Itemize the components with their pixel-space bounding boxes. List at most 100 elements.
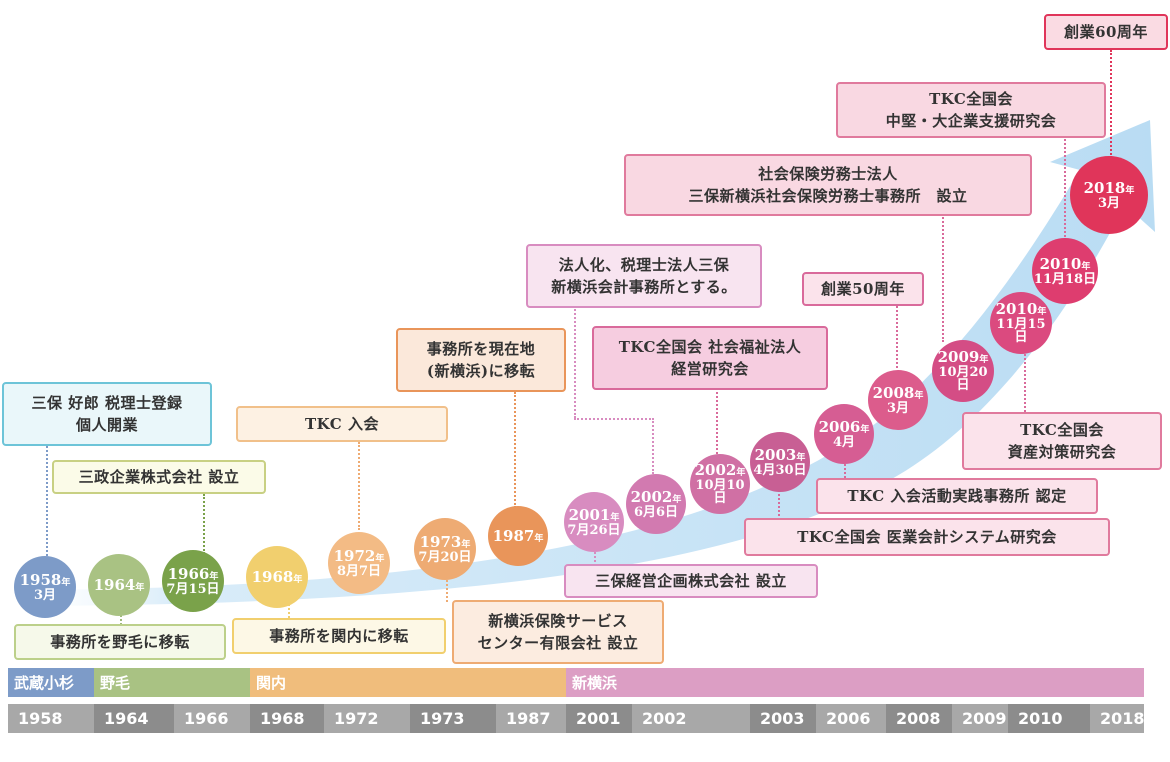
- year-suffix: 年: [860, 424, 870, 435]
- connector-1966: [203, 494, 205, 554]
- axis-year-2003: 2003: [750, 704, 816, 733]
- milestone-year: 2010: [995, 299, 1038, 318]
- connector-2018: [1110, 50, 1112, 158]
- milestone-date: 7月26日: [567, 522, 621, 538]
- milestone-year: 2002: [694, 460, 737, 479]
- year-suffix: 年: [461, 539, 471, 550]
- event-line: 中堅・大企業支援研究会: [885, 112, 1057, 130]
- event-line: 創業60周年: [1064, 22, 1148, 41]
- year-suffix: 年: [672, 494, 682, 505]
- milestone-year: 2003: [754, 445, 797, 464]
- axis-year-2002: 2002: [632, 704, 750, 733]
- year-suffix: 年: [375, 553, 385, 564]
- event-2010-chuken: TKC全国会 中堅・大企業支援研究会: [836, 82, 1106, 138]
- milestone-date: 8月7日: [336, 563, 382, 579]
- axis-year-1966: 1966: [174, 704, 250, 733]
- milestone-1968: 1968年: [246, 546, 308, 608]
- event-line: 創業50周年: [821, 279, 905, 298]
- event-2006-nintei: TKC 入会活動実践事務所 認定: [816, 478, 1098, 514]
- milestone-2006: 2006年 4月: [814, 404, 874, 464]
- axis-year-1972: 1972: [324, 704, 410, 733]
- milestone-year: 2006: [818, 417, 861, 436]
- milestone-1958: 1958年 3月: [14, 556, 76, 618]
- event-line: (新横浜)に移転: [426, 362, 536, 380]
- event-2002-houjinka: 法人化、税理士法人三保 新横浜会計事務所とする。: [526, 244, 762, 308]
- connector-2002b: [716, 388, 718, 454]
- milestone-2010a: 2010年 11月15日: [990, 292, 1052, 354]
- milestone-2010b: 2010年 11月18日: [1032, 238, 1098, 304]
- event-line: 個人開業: [75, 416, 138, 434]
- event-1973-insurance: 新横浜保険サービス センター有限会社 設立: [452, 600, 664, 664]
- era-kannai: 関内: [250, 668, 566, 697]
- event-2018-60th: 創業60周年: [1044, 14, 1168, 50]
- milestone-1964: 1964年: [88, 554, 150, 616]
- connector-houjin-h: [574, 418, 654, 420]
- milestone-date: 11月15日: [996, 316, 1046, 346]
- year-suffix: 年: [610, 512, 620, 523]
- connector-2001-down: [594, 552, 596, 566]
- milestone-date: 7月20日: [418, 549, 472, 565]
- milestone-1966: 1966年 7月15日: [162, 550, 224, 612]
- milestone-year: 1987: [492, 526, 535, 545]
- connector-2006-down: [844, 456, 846, 478]
- event-line: 新横浜会計事務所とする。: [551, 278, 737, 296]
- event-line: 三保新横浜社会保険労務士事務所 設立: [688, 187, 968, 205]
- event-2001-keiei: 三保経営企画株式会社 設立: [564, 564, 818, 598]
- milestone-date: 7月15日: [166, 581, 220, 597]
- event-line: 社会保険労務士法人: [758, 164, 898, 183]
- connector-houjin-v2: [652, 418, 654, 474]
- event-line: 法人化、税理士法人三保: [558, 255, 730, 274]
- connector-2010b: [1064, 136, 1066, 240]
- axis-year-1973: 1973: [410, 704, 496, 733]
- event-2008-50th: 創業50周年: [802, 272, 924, 306]
- year-suffix: 年: [293, 574, 303, 585]
- event-1968-kannai: 事務所を関内に移転: [232, 618, 446, 654]
- connector-2008: [896, 306, 898, 368]
- milestone-date: 3月: [1097, 195, 1121, 211]
- milestone-date: 10月10日: [695, 477, 745, 507]
- connector-2009: [942, 214, 944, 342]
- milestone-year: 1966: [167, 564, 210, 583]
- connector-1987: [514, 392, 516, 508]
- year-suffix: 年: [1037, 306, 1047, 317]
- event-line: 資産対策研究会: [1007, 443, 1117, 461]
- event-2002-shakai-fukushi: TKC全国会 社会福祉法人 経営研究会: [592, 326, 828, 390]
- connector-2003-down: [778, 490, 780, 520]
- axis-year-1968: 1968: [250, 704, 324, 733]
- event-line: 事務所を野毛に移転: [50, 632, 190, 651]
- event-1958-registration: 三保 好郎 税理士登録 個人開業: [2, 382, 212, 446]
- event-1972-tkc: TKC 入会: [236, 406, 448, 442]
- milestone-year: 1968: [251, 567, 294, 586]
- milestone-1987: 1987年: [488, 506, 548, 566]
- milestone-year: 2010: [1039, 254, 1082, 273]
- milestone-2001: 2001年 7月26日: [564, 492, 624, 552]
- connector-1973-down: [446, 580, 448, 602]
- milestone-date: 4月: [832, 434, 856, 450]
- year-suffix: 年: [796, 452, 806, 463]
- era-shinyokohama: 新横浜: [566, 668, 1144, 697]
- milestone-year: 1972: [333, 546, 376, 565]
- event-line: 新横浜保険サービス: [488, 611, 628, 630]
- axis-year-1958: 1958: [8, 704, 94, 733]
- milestone-2002a: 2002年 6月6日: [626, 474, 686, 534]
- year-suffix: 年: [61, 577, 71, 588]
- connector-2010a-down: [1024, 354, 1026, 412]
- event-line: TKC 入会: [305, 414, 379, 433]
- event-line: 事務所を関内に移転: [269, 626, 409, 645]
- axis-year-2001: 2001: [566, 704, 632, 733]
- year-suffix: 年: [1081, 261, 1091, 272]
- milestone-date: 3月: [886, 400, 910, 416]
- connector-1968-down: [288, 604, 290, 622]
- event-line: 三政企業株式会社 設立: [78, 467, 240, 486]
- year-suffix: 年: [135, 582, 145, 593]
- connector-1972: [358, 442, 360, 530]
- milestone-2008: 2008年 3月: [868, 370, 928, 430]
- event-line: 三保 好郎 税理士登録: [31, 393, 183, 412]
- milestone-2009: 2009年 10月20日: [932, 340, 994, 402]
- milestone-year: 2008: [872, 383, 915, 402]
- milestone-date: 10月20日: [938, 364, 988, 394]
- connector-1958: [46, 446, 48, 556]
- milestone-date: 11月18日: [1033, 271, 1097, 287]
- axis-year-2006: 2006: [816, 704, 886, 733]
- event-line: TKC 入会活動実践事務所 認定: [847, 486, 1067, 505]
